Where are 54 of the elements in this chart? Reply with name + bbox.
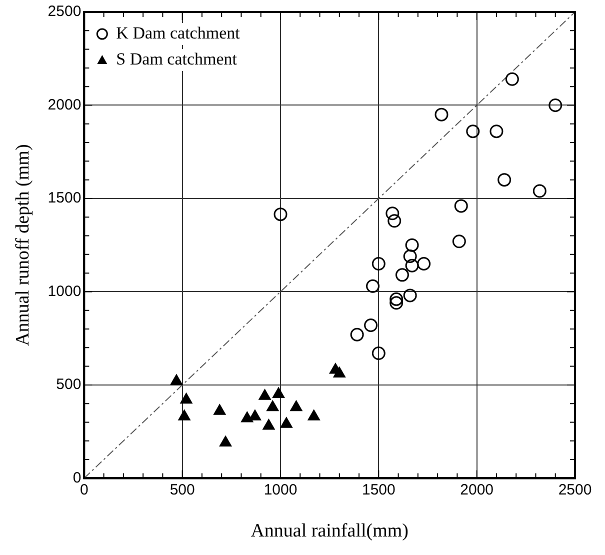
point (272, 388, 284, 398)
point (390, 292, 404, 306)
point (372, 257, 386, 270)
point (466, 124, 480, 138)
point (364, 318, 378, 332)
point (417, 257, 431, 270)
point (350, 328, 364, 342)
point (505, 72, 519, 86)
point (333, 367, 346, 378)
y-tick-label: 0 (72, 469, 82, 486)
point (386, 206, 400, 220)
point (262, 419, 275, 430)
point (403, 288, 417, 302)
point (258, 389, 271, 400)
point (290, 400, 302, 412)
y-tick-label: 2000 (48, 96, 82, 114)
point (452, 234, 466, 248)
y-tick-label: 500 (56, 376, 82, 394)
y-tick-label: 2500 (48, 3, 82, 20)
point (405, 238, 419, 252)
x-tick-label: 2000 (460, 481, 494, 498)
point (454, 199, 468, 213)
point (388, 214, 402, 228)
y-axis-title: Annual runoff depth (mm) (12, 144, 34, 346)
point (308, 410, 320, 420)
x-tick-label: 500 (170, 481, 195, 498)
y-tick-label: 1000 (48, 282, 82, 300)
point (498, 173, 512, 187)
point (266, 400, 279, 412)
point (170, 374, 182, 385)
legend-label: S Dam catchment (116, 49, 238, 68)
point (178, 410, 190, 420)
x-tick-label: 1000 (264, 481, 298, 498)
point (249, 410, 261, 420)
legend-label: K Dam catchment (116, 23, 240, 42)
point (214, 404, 226, 415)
point (390, 296, 404, 310)
point (434, 108, 448, 122)
point (405, 258, 419, 272)
point (490, 124, 504, 138)
point (220, 436, 232, 447)
point (180, 393, 192, 404)
point (274, 208, 288, 222)
x-tick-label: 2500 (558, 481, 592, 498)
point (403, 250, 417, 264)
point (395, 268, 409, 282)
x-axis-title: Annual rainfall(mm) (250, 520, 408, 542)
x-tick-label: 1500 (362, 481, 396, 498)
point (532, 184, 546, 198)
point (548, 98, 562, 112)
point (280, 417, 292, 428)
y-tick-label: 1500 (48, 190, 82, 207)
point (366, 279, 380, 293)
point (372, 346, 386, 360)
